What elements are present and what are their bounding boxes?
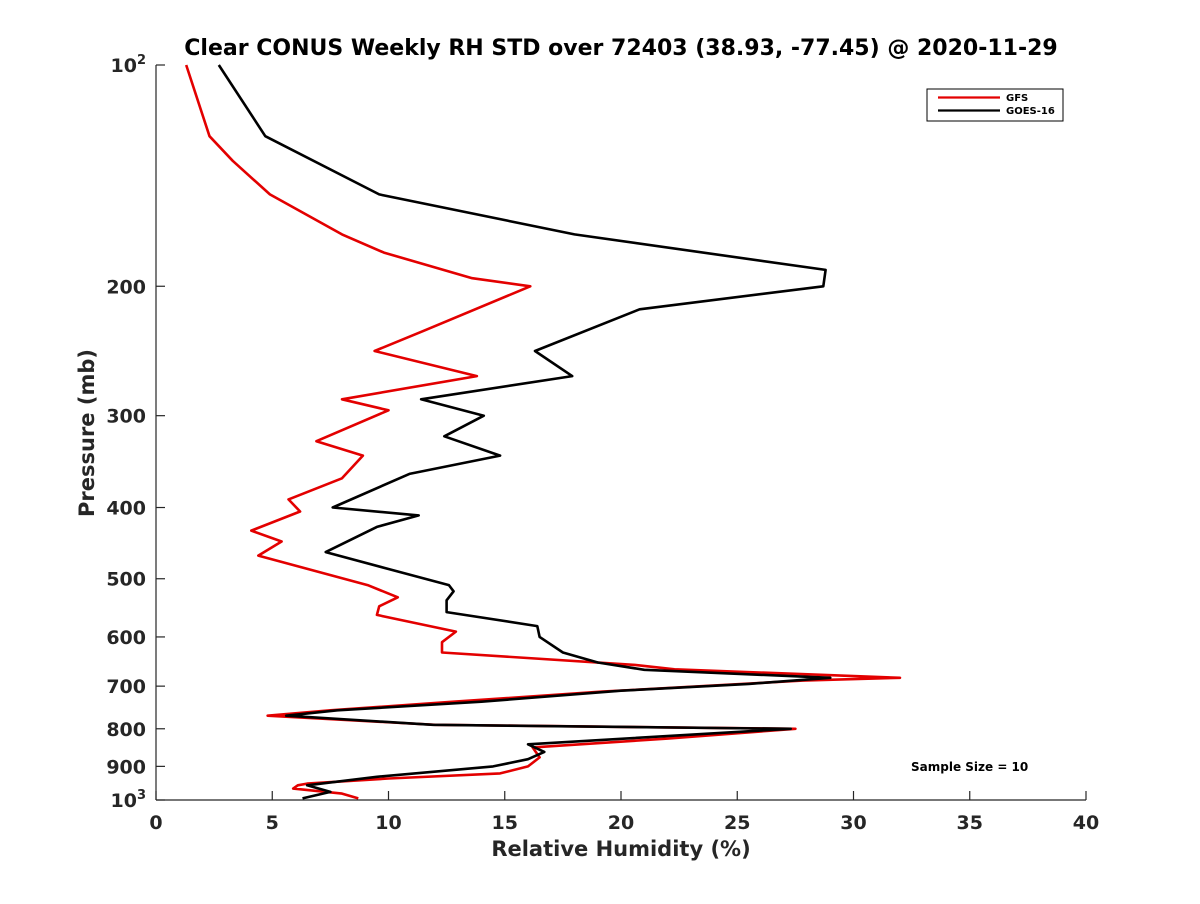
x-tick-label: 10	[375, 812, 401, 834]
legend-box	[926, 88, 1064, 122]
x-axis-label: Relative Humidity (%)	[491, 837, 750, 861]
y-tick-label: 600	[106, 627, 146, 649]
axes-layer: 0 5 10 15 20 25 30 35 40 102 200 300 400 500 600 700 800…	[106, 53, 1099, 834]
chart-title: Clear CONUS Weekly RH STD over 72403 (38…	[184, 36, 1057, 61]
legend-label-gfs: GFS	[1006, 93, 1028, 104]
y-tick-label: 103	[111, 788, 147, 812]
x-tick-label: 20	[608, 812, 634, 834]
y-tick-label: 800	[106, 719, 146, 741]
legend: GFS GOES-16	[926, 88, 1064, 122]
y-tick-label: 400	[106, 498, 146, 520]
y-axis-label: Pressure (mb)	[75, 349, 99, 517]
y-tick-label: 500	[106, 569, 146, 591]
series-line-goes-16	[217, 64, 832, 800]
series-layer	[184, 64, 902, 800]
legend-label-goes-16: GOES-16	[1006, 106, 1055, 117]
x-tick-label: 15	[492, 812, 518, 834]
y-tick-label: 900	[106, 756, 146, 778]
sample-size-annotation: Sample Size = 10	[911, 760, 1028, 774]
y-tick-label: 700	[106, 676, 146, 698]
x-tick-label: 30	[840, 812, 866, 834]
y-tick-label: 200	[106, 276, 146, 298]
y-tick-label: 300	[106, 406, 146, 428]
y-tick-label: 102	[111, 53, 147, 77]
x-tick-label: 5	[266, 812, 279, 834]
series-line-gfs	[184, 64, 902, 800]
x-tick-label: 35	[957, 812, 983, 834]
x-tick-label: 25	[724, 812, 750, 834]
x-tick-label: 0	[149, 812, 162, 834]
x-tick-label: 40	[1073, 812, 1099, 834]
plot-area	[156, 65, 1086, 800]
